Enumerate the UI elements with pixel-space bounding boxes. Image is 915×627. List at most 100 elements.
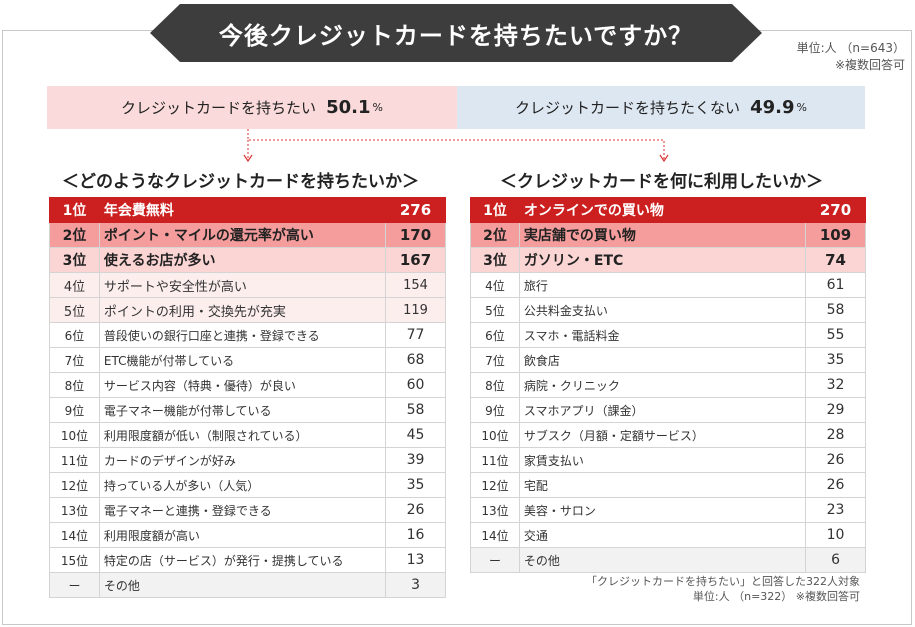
rank-cell: 4位 (470, 272, 520, 298)
unit-label: 単位:人 （n=643） (796, 41, 905, 55)
value-cell: 58 (385, 397, 446, 423)
connector-line (247, 129, 665, 160)
rank-cell: 1位 (470, 197, 520, 223)
rank-cell: 10位 (49, 422, 100, 448)
value-cell: 77 (385, 322, 446, 348)
table-row: 8位 病院・クリニック 32 (470, 372, 866, 398)
item-cell: 飲食店 (518, 347, 807, 373)
value-cell: 167 (385, 247, 446, 273)
table-row: 11位 カードのデザインが好み 39 (49, 447, 446, 473)
table-row: 12位 宅配 26 (470, 472, 866, 498)
item-cell: 宅配 (518, 472, 807, 498)
rank-cell: 3位 (470, 247, 520, 273)
table-row: 12位 持っている人が多い（人気） 35 (49, 472, 446, 498)
table-row: 8位 サービス内容（特典・優待）が良い 60 (49, 372, 446, 398)
item-cell: 利用限度額が高い (98, 522, 387, 548)
rank-cell: 8位 (49, 372, 100, 398)
value-cell: 55 (805, 322, 866, 348)
value-cell: 26 (805, 472, 866, 498)
item-cell: オンラインでの買い物 (518, 197, 807, 223)
item-cell: その他 (98, 572, 387, 598)
item-cell: カードのデザインが好み (98, 447, 387, 473)
value-cell: 29 (805, 397, 866, 423)
value-cell: 154 (385, 272, 446, 298)
rank-cell: 12位 (49, 472, 100, 498)
item-cell: サポートや安全性が高い (98, 272, 387, 298)
summary-dont-want-value: 49.9 (750, 97, 795, 118)
value-cell: 32 (805, 372, 866, 398)
rank-cell: 1位 (49, 197, 100, 223)
unit-note: 単位:人 （n=643） ※複数回答可 (797, 40, 905, 74)
table-row: 14位 利用限度額が高い 16 (49, 522, 446, 548)
rank-cell: 9位 (470, 397, 520, 423)
table-row: 14位 交通 10 (470, 522, 866, 548)
item-cell: 旅行 (518, 272, 807, 298)
table-row: ーその他 3 (49, 572, 446, 598)
item-cell: ポイント・マイルの還元率が高い (98, 222, 387, 248)
table-row: 7位 飲食店 35 (470, 347, 866, 373)
usage-ranking-table: 1位 オンラインでの買い物 270 2位 実店舗での買い物 109 3位 ガソリン・ETC 74… (470, 197, 866, 573)
summary-dont-want-unit: % (796, 101, 807, 114)
value-cell: 26 (385, 497, 446, 523)
page-title: 今後クレジットカードを持ちたいですか？ (150, 4, 762, 62)
value-cell: 26 (805, 447, 866, 473)
item-cell: 年会費無料 (98, 197, 387, 223)
table-row: 5位 公共料金支払い 58 (470, 297, 866, 323)
table-row: 4位 サポートや安全性が高い 154 (49, 272, 446, 298)
value-cell: 270 (805, 197, 866, 223)
value-cell: 28 (805, 422, 866, 448)
rank-cell: 2位 (49, 222, 100, 248)
item-cell: 電子マネー機能が付帯している (98, 397, 387, 423)
item-cell: ETC機能が付帯している (98, 347, 387, 373)
value-cell: 276 (385, 197, 446, 223)
value-cell: 170 (385, 222, 446, 248)
table-row: 3位 使えるお店が多い 167 (49, 247, 446, 273)
section-title-usage: ＜クレジットカードを何に利用したいか＞ (500, 172, 823, 192)
item-cell: 使えるお店が多い (98, 247, 387, 273)
rank-cell: 6位 (470, 322, 520, 348)
arrow-down-icon (243, 154, 253, 163)
summary-dont-want: クレジットカードを持ちたくない 49.9 % (457, 86, 865, 129)
item-cell: 普段使いの銀行口座と連携・登録できる (98, 322, 387, 348)
value-cell: 119 (385, 297, 446, 323)
value-cell: 6 (805, 547, 866, 573)
table-row: 2位 ポイント・マイルの還元率が高い 170 (49, 222, 446, 248)
value-cell: 61 (805, 272, 866, 298)
item-cell: スマホ・電話料金 (518, 322, 807, 348)
rank-cell: 5位 (49, 297, 100, 323)
table-row: 10位 サブスク（月額・定額サービス） 28 (470, 422, 866, 448)
item-cell: 美容・サロン (518, 497, 807, 523)
multiple-answer-note: ※複数回答可 (834, 58, 905, 72)
table-row: 5位 ポイントの利用・交換先が充実 119 (49, 297, 446, 323)
value-cell: 13 (385, 547, 446, 573)
value-cell: 60 (385, 372, 446, 398)
rank-cell: 10位 (470, 422, 520, 448)
rank-cell: 8位 (470, 372, 520, 398)
footer-unit: 単位:人 （n=322） ※複数回答可 (692, 590, 860, 603)
table-row: ーその他 6 (470, 547, 866, 573)
rank-cell: 2位 (470, 222, 520, 248)
rank-cell: 11位 (49, 447, 100, 473)
table-row: 6位 普段使いの銀行口座と連携・登録できる 77 (49, 322, 446, 348)
table-row: 13位 美容・サロン 23 (470, 497, 866, 523)
item-cell: 特定の店（サービス）が発行・提携している (98, 547, 387, 573)
table-row: 3位 ガソリン・ETC 74 (470, 247, 866, 273)
item-cell: 公共料金支払い (518, 297, 807, 323)
table-row: 1位 オンラインでの買い物 270 (470, 197, 866, 223)
table-row: 9位 スマホアプリ（課金） 29 (470, 397, 866, 423)
rank-cell: 7位 (470, 347, 520, 373)
table-row: 13位 電子マネーと連携・登録できる 26 (49, 497, 446, 523)
value-cell: 23 (805, 497, 866, 523)
value-cell: 3 (385, 572, 446, 598)
item-cell: 交通 (518, 522, 807, 548)
value-cell: 45 (385, 422, 446, 448)
rank-cell: 15位 (49, 547, 100, 573)
rank-cell: 3位 (49, 247, 100, 273)
table-row: 2位 実店舗での買い物 109 (470, 222, 866, 248)
features-ranking-table: 1位 年会費無料 276 2位 ポイント・マイルの還元率が高い 170 3位 使えるお店が多い… (49, 197, 446, 598)
item-cell: ガソリン・ETC (518, 247, 807, 273)
rank-cell: ー (49, 572, 100, 598)
value-cell: 68 (385, 347, 446, 373)
table-row: 11位 家賃支払い 26 (470, 447, 866, 473)
table-row: 9位 電子マネー機能が付帯している 58 (49, 397, 446, 423)
